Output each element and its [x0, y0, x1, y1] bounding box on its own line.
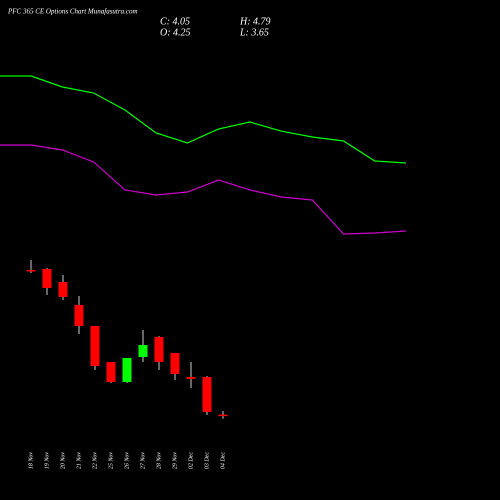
indicator-line	[0, 75, 407, 164]
x-tick-label: 19 Nov	[44, 452, 50, 470]
x-tick-label: 26 Nov	[124, 452, 130, 470]
x-tick-label: 20 Nov	[60, 452, 66, 470]
x-tick-label: 25 Nov	[108, 452, 114, 470]
open-label: O: 4.25	[160, 27, 191, 38]
candle-body	[90, 325, 100, 367]
candle-body	[106, 362, 116, 382]
candle-body	[122, 357, 132, 382]
candle-body	[74, 304, 84, 326]
candle-body	[202, 377, 212, 413]
high-label: H: 4.79	[239, 16, 271, 27]
candle-body	[26, 269, 36, 272]
low-label: L: 3.65	[239, 27, 269, 38]
candle-body	[154, 336, 164, 363]
candle-body	[170, 353, 180, 374]
x-tick-label: 29 Nov	[172, 452, 178, 470]
candle-body	[42, 269, 52, 288]
indicator-line	[0, 144, 407, 235]
x-tick-label: 04 Dec	[219, 452, 226, 469]
x-tick-label: 22 Nov	[92, 452, 98, 470]
chart-title: PFC 365 CE Options Chart Munafasutra.com	[7, 8, 138, 16]
candle-body	[138, 345, 148, 357]
candle-body	[58, 282, 68, 297]
x-tick-label: 28 Nov	[156, 452, 162, 470]
candle-body	[218, 414, 228, 417]
x-tick-label: 18 Nov	[28, 452, 34, 470]
x-tick-label: 27 Nov	[140, 452, 146, 470]
x-tick-label: 03 Dec	[204, 452, 210, 469]
x-tick-label: 02 Dec	[188, 452, 194, 469]
close-label: C: 4.05	[160, 16, 190, 27]
x-tick-label: 21 Nov	[76, 452, 82, 470]
candle-body	[186, 377, 196, 379]
